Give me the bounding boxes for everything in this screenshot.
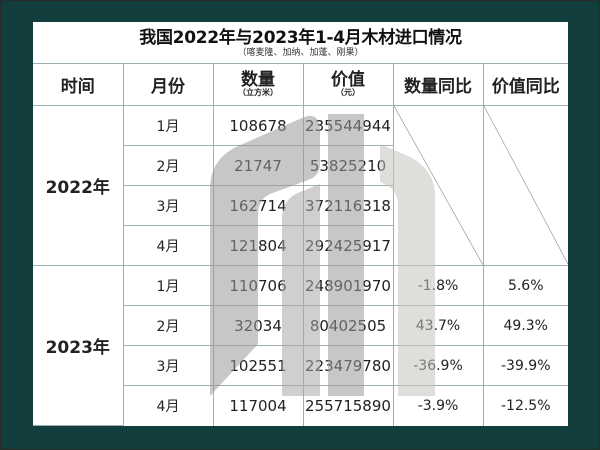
quantity-yoy-cell: -1.8% — [392, 265, 484, 306]
quantity-yoy-cell: -36.9% — [392, 345, 484, 386]
year-cell-2022: 2022年 — [33, 105, 124, 266]
value-cell: 53825210 — [302, 145, 393, 186]
header-month: 月份 — [122, 63, 214, 106]
value-cell: 292425917 — [302, 225, 393, 266]
quantity-cell: 32034 — [212, 305, 304, 346]
value-cell: 223479780 — [302, 345, 394, 386]
quantity-cell: 21747 — [212, 145, 304, 186]
quantity-yoy-empty-slash — [392, 105, 484, 266]
value-yoy-cell: -12.5% — [482, 385, 568, 426]
quantity-yoy-cell: 43.7% — [392, 305, 484, 346]
table-row: 2023年 1月 110706 248901970 -1.8% 5.6% — [33, 265, 568, 426]
header-quantity: 数量 （立方米） — [212, 63, 304, 106]
table-title: 我国2022年与2023年1-4月木材进口情况 — [139, 28, 462, 48]
value-cell: 255715890 — [302, 385, 394, 426]
quantity-yoy-cell: -3.9% — [392, 385, 484, 426]
value-yoy-cell: 5.6% — [482, 265, 568, 306]
header-value-unit: （元） — [336, 88, 360, 97]
header-time: 时间 — [33, 63, 124, 106]
month-cell: 3月 — [123, 185, 214, 226]
value-yoy-cell: 49.3% — [482, 305, 568, 346]
quantity-cell: 162714 — [212, 185, 304, 226]
quantity-cell: 108678 — [212, 105, 304, 146]
header-quantity-yoy: 数量同比 — [392, 63, 484, 106]
value-cell: 80402505 — [302, 305, 394, 346]
header-value: 价值 （元） — [302, 63, 394, 106]
month-cell: 2月 — [123, 305, 214, 346]
table-row: 4月 117004 255715890 -3.9% -12.5% — [33, 385, 568, 426]
month-cell: 1月 — [122, 265, 214, 306]
value-yoy-cell: -39.9% — [482, 345, 568, 386]
month-cell: 1月 — [122, 105, 214, 146]
header-value-yoy: 价值同比 — [482, 63, 568, 106]
table-row: 2022年 1月 108678 235544944 — [33, 105, 568, 266]
quantity-cell: 110706 — [212, 265, 304, 306]
value-cell: 372116318 — [302, 185, 393, 226]
month-cell: 3月 — [123, 345, 214, 386]
header-row: 时间 月份 数量 （立方米） 价值 （元） 数量同比 价值同比 — [33, 63, 568, 106]
value-yoy-empty-slash — [482, 105, 568, 266]
header-quantity-label: 数量 — [241, 70, 275, 90]
quantity-cell: 121804 — [212, 225, 304, 266]
value-cell: 235544944 — [302, 105, 394, 146]
title-area: 我国2022年与2023年1-4月木材进口情况 （喀麦隆、加纳、加蓬、刚果） — [33, 22, 568, 64]
import-table-sheet: 我国2022年与2023年1-4月木材进口情况 （喀麦隆、加纳、加蓬、刚果） 时… — [33, 22, 568, 426]
month-cell: 2月 — [123, 145, 214, 186]
header-value-label: 价值 — [331, 70, 365, 90]
year-cell-2023: 2023年 — [33, 265, 124, 426]
quantity-cell: 117004 — [212, 385, 304, 426]
header-quantity-unit: （立方米） — [238, 88, 278, 97]
value-cell: 248901970 — [302, 265, 394, 306]
import-data-table: 时间 月份 数量 （立方米） 价值 （元） 数量同比 价值同比 2022年 1月… — [33, 63, 568, 426]
month-cell: 4月 — [123, 385, 214, 426]
month-cell: 4月 — [123, 225, 214, 266]
quantity-cell: 102551 — [212, 345, 304, 386]
table-subtitle: （喀麦隆、加纳、加蓬、刚果） — [237, 48, 364, 58]
